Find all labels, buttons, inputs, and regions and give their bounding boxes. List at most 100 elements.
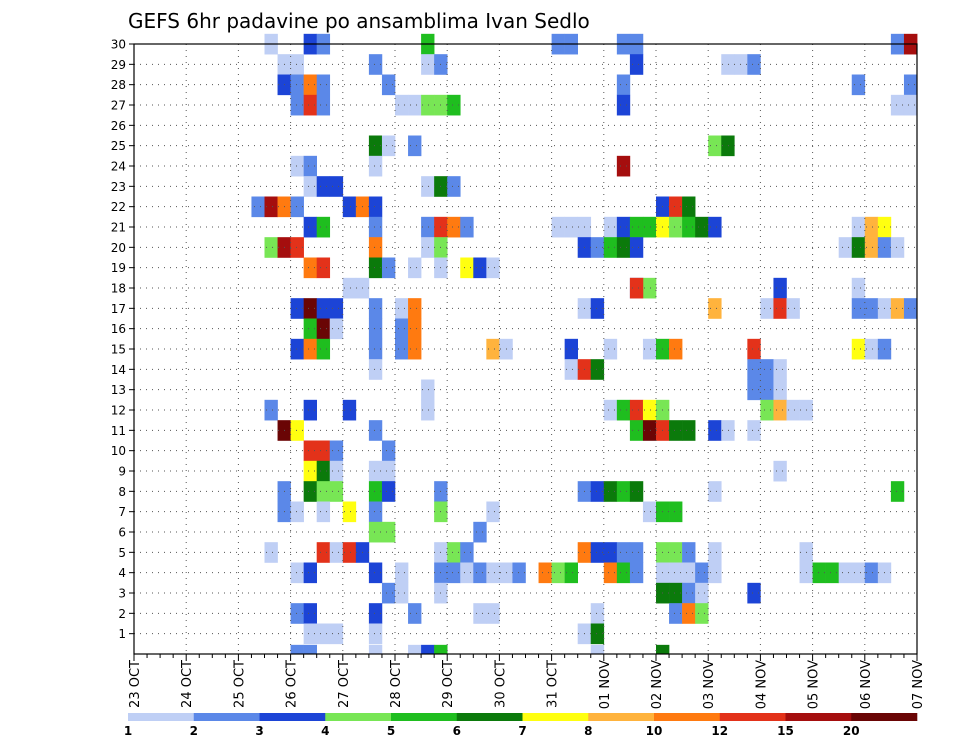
y-tick-label: 14 <box>111 363 126 377</box>
heatmap-cell <box>395 318 409 340</box>
heatmap-cell <box>460 562 474 584</box>
legend-swatch <box>391 713 458 721</box>
heatmap-cell <box>316 318 331 340</box>
heatmap-cell <box>603 542 618 563</box>
heatmap-cell <box>864 237 879 258</box>
heatmap-cells <box>251 33 918 655</box>
heatmap-cell <box>629 420 644 441</box>
heatmap-cell <box>682 542 696 563</box>
heatmap-cell <box>303 257 317 279</box>
heatmap-cell <box>551 562 565 584</box>
heatmap-cell <box>825 562 839 584</box>
heatmap-cell <box>851 562 866 584</box>
heatmap-cell <box>368 460 383 482</box>
heatmap-cell <box>473 603 487 624</box>
heatmap-cell <box>642 420 657 441</box>
heatmap-cell <box>760 359 774 380</box>
legend-swatch <box>128 713 195 721</box>
heatmap-cell <box>695 216 709 238</box>
heatmap-cell <box>590 481 605 502</box>
heatmap-cell <box>616 562 631 584</box>
heatmap-cell <box>303 481 317 502</box>
heatmap-cell <box>329 542 344 563</box>
y-tick-label: 15 <box>111 343 126 357</box>
heatmap-cell <box>381 521 396 543</box>
y-tick-label: 28 <box>111 78 126 92</box>
heatmap-cell <box>851 338 866 360</box>
heatmap-cell <box>460 257 474 279</box>
heatmap-cell <box>629 562 644 584</box>
heatmap-cell <box>616 399 631 421</box>
heatmap-cell <box>603 562 618 584</box>
heatmap-cell <box>629 54 644 75</box>
legend-swatch <box>259 713 326 721</box>
heatmap-cell <box>408 338 422 360</box>
heatmap-cell <box>368 155 383 177</box>
y-tick-label: 29 <box>111 58 126 72</box>
heatmap-cell <box>890 298 905 319</box>
heatmap-cell <box>890 237 905 258</box>
legend-label: 8 <box>584 724 592 738</box>
heatmap-cell <box>395 562 409 584</box>
heatmap-cell <box>695 582 709 604</box>
heatmap-cell <box>316 216 331 238</box>
heatmap-cell <box>421 644 435 655</box>
heatmap-cell <box>512 562 526 584</box>
heatmap-cell <box>421 379 435 401</box>
heatmap-cell <box>447 542 461 563</box>
y-tick-label: 10 <box>111 444 126 458</box>
heatmap-cell <box>303 562 317 584</box>
heatmap-cell <box>590 623 605 645</box>
heatmap-cell <box>303 176 317 197</box>
heatmap-cell <box>590 603 605 624</box>
heatmap-cell <box>708 135 722 157</box>
heatmap-cell <box>316 176 331 197</box>
heatmap-cell <box>747 582 761 604</box>
x-tick-label: 01 NOV <box>598 660 613 709</box>
heatmap-cell <box>629 237 644 258</box>
heatmap-cell <box>368 237 383 258</box>
y-tick-label: 5 <box>118 546 126 560</box>
heatmap-cell <box>381 582 396 604</box>
heatmap-cell <box>486 603 500 624</box>
y-tick-label: 17 <box>111 302 126 316</box>
heatmap-cell <box>747 54 761 75</box>
heatmap-cell <box>290 562 304 584</box>
heatmap-cell <box>695 603 709 624</box>
heatmap-cell <box>812 562 826 584</box>
legend-swatch <box>654 713 721 721</box>
heatmap-cell <box>381 257 396 279</box>
heatmap-cell <box>290 74 304 96</box>
heatmap-cell <box>669 501 683 523</box>
heatmap-cell <box>616 237 631 258</box>
y-tick-label: 23 <box>111 180 126 194</box>
heatmap-cell <box>629 277 644 299</box>
heatmap-cell <box>368 216 383 238</box>
heatmap-cell <box>316 94 331 116</box>
y-tick-label: 6 <box>118 526 126 540</box>
x-tick-label: 02 NOV <box>650 660 665 709</box>
heatmap-cell <box>721 420 735 441</box>
heatmap-cell <box>368 521 383 543</box>
heatmap-cell <box>616 542 631 563</box>
heatmap-cell <box>303 298 317 319</box>
heatmap-cell <box>290 501 304 523</box>
heatmap-cell <box>303 216 317 238</box>
heatmap-cell <box>538 562 552 584</box>
y-tick-label: 27 <box>111 99 126 113</box>
heatmap-cell <box>773 379 787 401</box>
heatmap-cell <box>760 399 774 421</box>
heatmap-cell <box>642 399 657 421</box>
heatmap-cell <box>773 460 787 482</box>
heatmap-cell <box>408 257 422 279</box>
heatmap-cell <box>864 338 879 360</box>
heatmap-cell <box>368 338 383 360</box>
heatmap-cell <box>303 318 317 340</box>
heatmap-cell <box>342 196 357 218</box>
heatmap-cell <box>316 460 331 482</box>
heatmap-cell <box>890 481 905 502</box>
heatmap-cell <box>368 318 383 340</box>
heatmap-cell <box>564 359 578 380</box>
chart-title: GEFS 6hr padavine po ansamblima Ivan Sed… <box>128 9 590 33</box>
